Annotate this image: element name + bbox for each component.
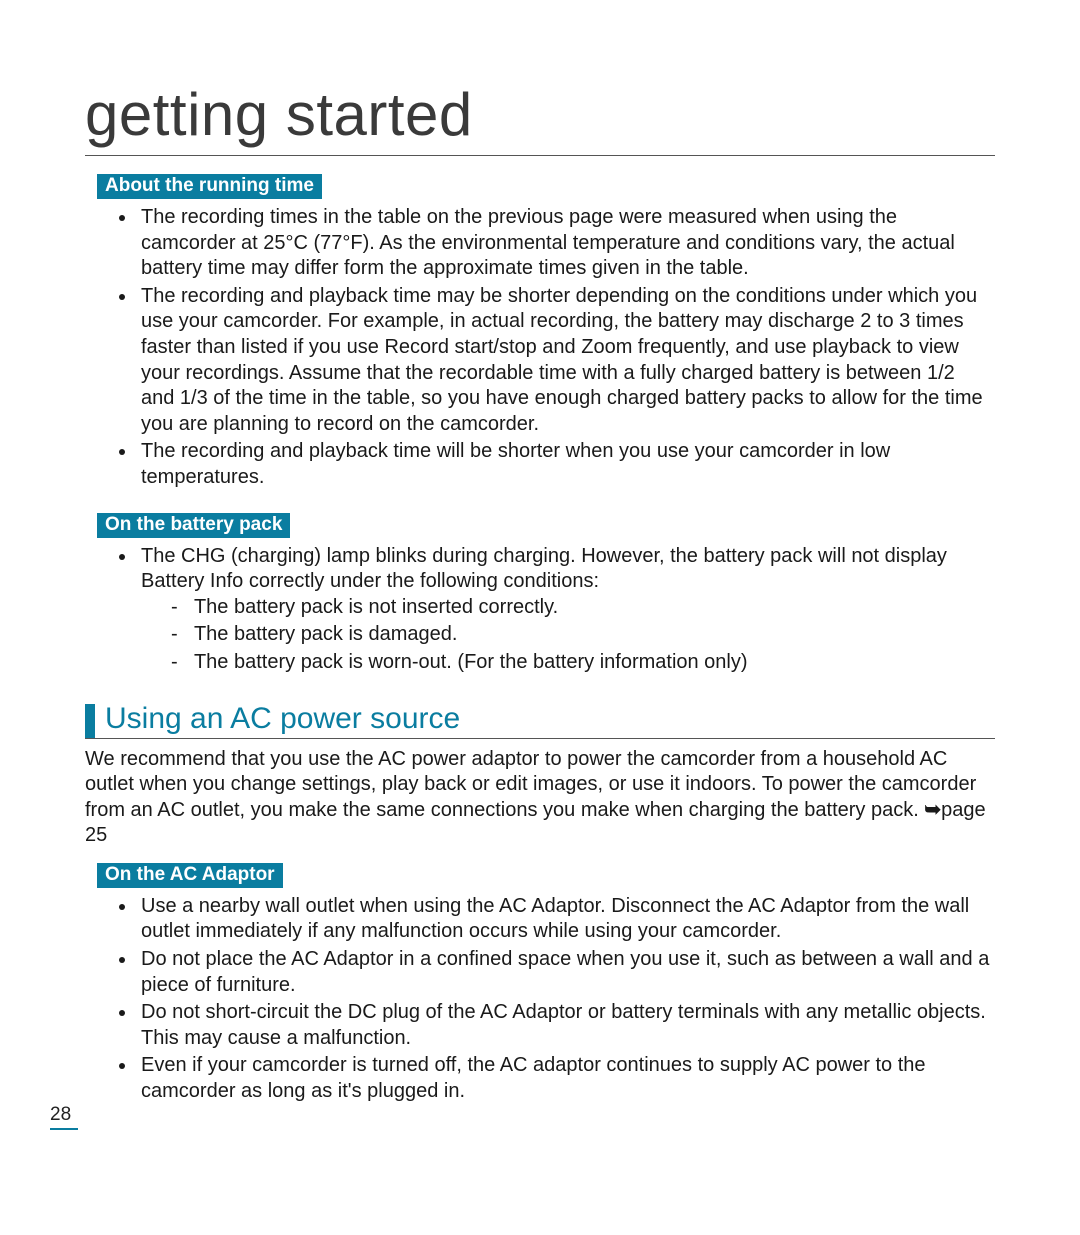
list-item: The CHG (charging) lamp blinks during ch… (137, 544, 991, 676)
list-item: The recording and playback time may be s… (137, 284, 991, 438)
list-item: The recording and playback time will be … (137, 439, 991, 490)
subheading-running-time: About the running time (97, 174, 322, 199)
running-time-bullets: The recording times in the table on the … (137, 205, 991, 491)
manual-page: getting started About the running time T… (0, 0, 1080, 1235)
list-item: Use a nearby wall outlet when using the … (137, 894, 991, 945)
page-title: getting started (85, 80, 995, 156)
subheading-battery-pack: On the battery pack (97, 513, 290, 538)
page-number: 28 (50, 1104, 78, 1130)
section-heading-ac-power: Using an AC power source (105, 702, 460, 738)
list-item: The recording times in the table on the … (137, 205, 991, 282)
battery-intro-text: The CHG (charging) lamp blinks during ch… (141, 545, 947, 593)
battery-dash-list: The battery pack is not inserted correct… (141, 595, 991, 676)
ac-adaptor-bullets: Use a nearby wall outlet when using the … (137, 894, 991, 1105)
ac-power-body-text: We recommend that you use the AC power a… (85, 748, 976, 821)
list-item: Do not place the AC Adaptor in a confine… (137, 947, 991, 998)
battery-pack-bullets: The CHG (charging) lamp blinks during ch… (137, 544, 991, 676)
list-item: Even if your camcorder is turned off, th… (137, 1053, 991, 1104)
dash-item: The battery pack is worn-out. (For the b… (167, 650, 991, 676)
dash-item: The battery pack is damaged. (167, 622, 991, 648)
section-heading-wrap: Using an AC power source (85, 702, 995, 739)
ac-power-body: We recommend that you use the AC power a… (85, 747, 995, 849)
reference-arrow-icon: ➥ (924, 798, 941, 824)
list-item: Do not short-circuit the DC plug of the … (137, 1000, 991, 1051)
subheading-ac-adaptor: On the AC Adaptor (97, 863, 283, 888)
section-accent-bar (85, 704, 95, 738)
dash-item: The battery pack is not inserted correct… (167, 595, 991, 621)
